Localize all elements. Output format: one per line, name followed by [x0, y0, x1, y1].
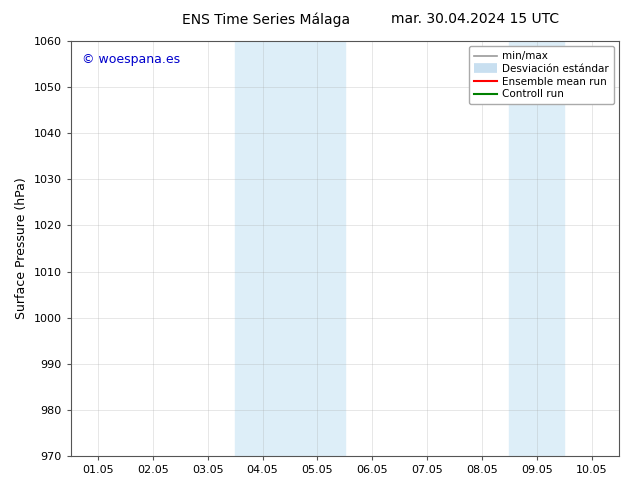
Bar [509, 41, 564, 456]
Text: ENS Time Series Málaga: ENS Time Series Málaga [182, 12, 351, 27]
Legend: min/max, Desviación estándar, Ensemble mean run, Controll run: min/max, Desviación estándar, Ensemble m… [469, 46, 614, 104]
Bar [235, 41, 345, 456]
Y-axis label: Surface Pressure (hPa): Surface Pressure (hPa) [15, 178, 28, 319]
Text: © woespana.es: © woespana.es [82, 53, 180, 67]
Text: mar. 30.04.2024 15 UTC: mar. 30.04.2024 15 UTC [391, 12, 560, 26]
